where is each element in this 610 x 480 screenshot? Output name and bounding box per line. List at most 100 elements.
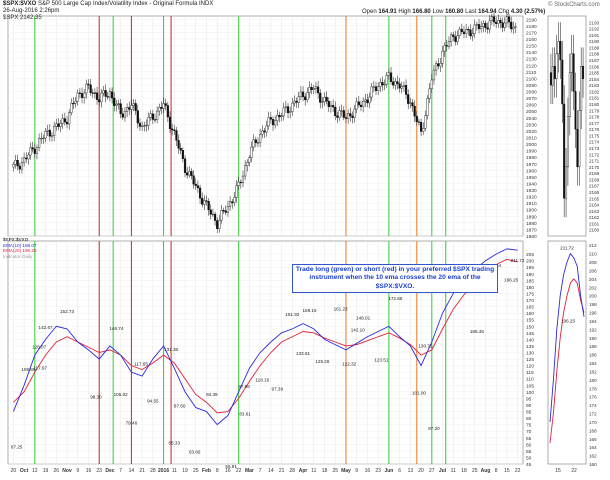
candle-down — [351, 115, 354, 118]
zoom-ratio-axis-label: 196 — [589, 311, 597, 316]
candle-up — [450, 34, 453, 42]
candle-up — [261, 130, 264, 135]
candle-up — [372, 86, 375, 88]
zoom-price-axis-label: 2177 — [589, 121, 600, 126]
zoom-ratio-axis-label: 184 — [589, 361, 597, 366]
candle-down — [136, 110, 139, 124]
ratio-value-label: 117.65 — [134, 362, 148, 367]
candle-down — [415, 115, 418, 122]
candle-up — [256, 142, 260, 144]
candle-up — [385, 75, 388, 85]
candle-down — [344, 117, 348, 119]
candle-down — [186, 172, 189, 176]
candle-up — [108, 91, 112, 98]
zoom-price-axis-label: 2160 — [589, 228, 600, 233]
x-tick-label: 16 — [365, 468, 371, 474]
candle-up — [280, 115, 283, 118]
zoom-price-axis-label: 2187 — [589, 58, 600, 63]
candle-up — [35, 147, 39, 154]
candle-up — [323, 96, 326, 102]
ratio-axis-label: 125 — [526, 357, 534, 363]
candle-up — [162, 103, 165, 109]
candle-down — [196, 185, 200, 189]
zoom-price-axis-label: 2163 — [589, 209, 600, 214]
candle-up — [130, 105, 133, 110]
ema20-line — [13, 258, 518, 414]
candle-up — [355, 101, 358, 110]
candle-down — [327, 100, 330, 107]
legend-ema10: EMA(10) 198.07 — [3, 242, 37, 248]
ratio-axis-label: 110 — [526, 377, 534, 383]
candle-down — [342, 110, 345, 118]
x-tick-label: 11 — [311, 468, 316, 474]
price-axis-label: 1950 — [526, 175, 537, 181]
candle-up — [443, 45, 446, 52]
zoom-x-tick-label: 22 — [571, 468, 577, 474]
price-axis-label: 2150 — [526, 44, 537, 50]
candle-up — [248, 157, 251, 163]
x-tick-label: 27 — [429, 468, 435, 474]
x-tick-label: 23 — [96, 468, 102, 474]
x-tick-label: Jul — [439, 468, 447, 474]
candle-down — [183, 158, 187, 173]
candle-down — [25, 157, 28, 160]
ratio-axis-label: 130 — [526, 351, 534, 357]
candle-up — [473, 24, 476, 34]
ratio-axis-label: 160 — [526, 311, 534, 317]
zoom-ratio-axis-label: 204 — [589, 277, 597, 282]
zoom-price-axis-label: 2175 — [589, 133, 600, 138]
candle-down — [454, 36, 457, 42]
zoom-ema10-line — [549, 252, 585, 422]
candle-down — [65, 121, 69, 125]
x-tick-label: 15 — [504, 468, 510, 474]
ratio-axis-label: 100 — [526, 390, 534, 396]
price-axis-label: 2130 — [526, 57, 537, 63]
ratio-axis-label: 180 — [526, 285, 534, 291]
ratio-axis-label: 75 — [526, 423, 532, 429]
brand-watermark: © StockCharts.com — [548, 2, 600, 8]
candle-up — [143, 125, 146, 127]
ratio-axis-label: 55 — [526, 449, 532, 455]
zoom-ratio-axis-label: 164 — [589, 445, 597, 450]
candle-down — [87, 83, 90, 86]
candle-down — [80, 93, 84, 98]
zoom-price-axis-label: 2173 — [589, 146, 600, 151]
price-axis-label: 2110 — [526, 70, 537, 76]
zoom-candle — [572, 53, 575, 92]
x-tick-label: 6 — [398, 468, 401, 474]
candle-down — [310, 87, 313, 91]
zoom-candle — [557, 40, 560, 54]
x-tick-label: 26 — [54, 468, 60, 474]
candle-up — [370, 86, 373, 98]
ratio-value-label: 148.01 — [356, 316, 370, 321]
zoom-price-axis-label: 2192 — [589, 27, 600, 32]
candle-up — [125, 107, 129, 112]
ratio-axis-label: 135 — [526, 344, 534, 350]
candle-down — [95, 92, 99, 100]
candle-up — [383, 84, 386, 86]
candle-down — [460, 28, 463, 33]
x-tick-label: Feb — [202, 468, 211, 474]
zoom-price-axis-label: 2176 — [589, 127, 600, 132]
zoom-candle — [559, 40, 562, 61]
zoom-ratio-panel — [547, 240, 587, 465]
zoom-price-axis-label: 2174 — [589, 140, 600, 145]
candle-up — [274, 120, 277, 126]
x-tick-label: 25 — [193, 468, 199, 474]
ratio-value-label: 131.36 — [164, 347, 178, 352]
chg-label: Chg — [498, 9, 510, 15]
zoom-ratio-axis-label: 172 — [589, 412, 597, 417]
price-axis-label: 2040 — [526, 116, 537, 122]
candle-down — [205, 200, 208, 202]
price-axis-label: 1890 — [526, 214, 537, 220]
candle-up — [282, 107, 285, 117]
candle-up — [368, 96, 371, 104]
candle-down — [164, 103, 167, 106]
x-tick-label: 8 — [495, 468, 498, 474]
candle-down — [166, 105, 169, 118]
candle-up — [471, 33, 474, 37]
candle-down — [190, 171, 193, 176]
zoom-price-axis-label: 2188 — [589, 52, 600, 57]
x-tick-label: Mar — [245, 468, 254, 474]
candle-up — [293, 100, 296, 104]
